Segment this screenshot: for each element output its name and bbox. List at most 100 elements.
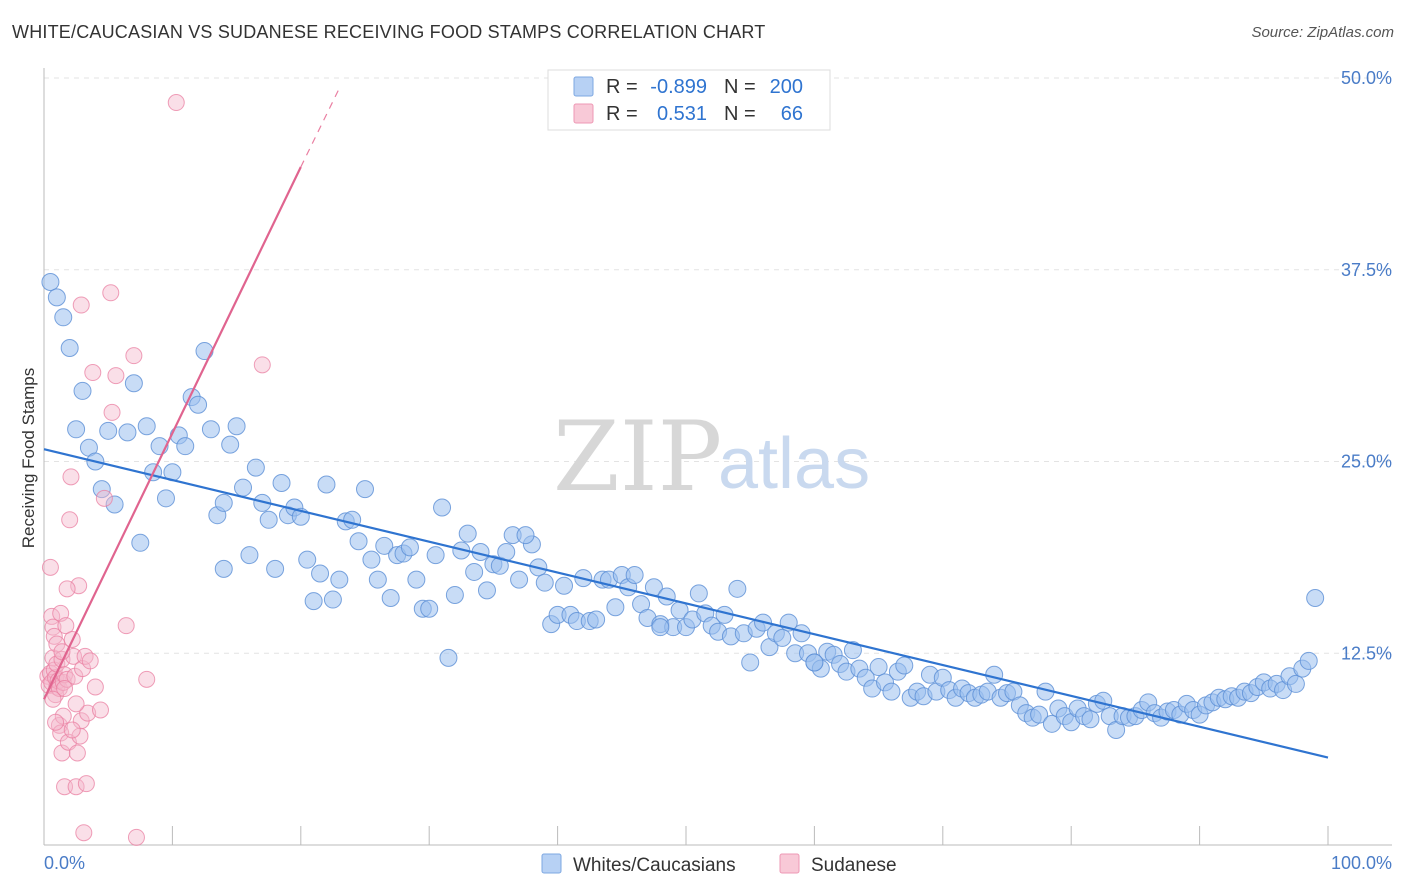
trend-line-sudanese (43, 166, 302, 700)
series-whites-points (41, 273, 1325, 739)
point-whites (266, 559, 285, 578)
source-label: Source: ZipAtlas.com (1251, 24, 1394, 41)
correlation-legend: R = -0.899 N = 200 R = 0.531 N = 66 (547, 69, 831, 131)
point-whites (323, 590, 342, 609)
legend-n-label-whites: N = (724, 76, 756, 98)
point-sudanese (62, 468, 80, 486)
point-sudanese (56, 778, 74, 796)
point-whites (420, 599, 439, 618)
point-whites (407, 570, 426, 589)
point-whites (73, 381, 92, 400)
point-sudanese (79, 704, 97, 722)
point-sudanese (76, 647, 94, 665)
legend-bottom-label-sudanese: Sudanese (811, 855, 897, 876)
watermark: ZIP atlas (553, 401, 870, 513)
y-tick-label: 37.5% (1341, 260, 1392, 280)
point-whites (555, 576, 574, 595)
point-whites (214, 559, 233, 578)
legend-r-value-sudanese: 0.531 (657, 103, 707, 125)
point-sudanese (102, 284, 120, 302)
point-whites (54, 308, 73, 327)
point-whites (349, 532, 368, 551)
legend-n-label-sudanese: N = (724, 103, 756, 125)
point-whites (651, 618, 670, 637)
point-whites (869, 658, 888, 677)
point-whites (304, 592, 323, 611)
point-sudanese (91, 701, 109, 719)
point-whites (426, 546, 445, 565)
point-whites (67, 420, 86, 439)
point-whites (214, 493, 233, 512)
point-whites (105, 495, 124, 514)
point-whites (773, 628, 792, 647)
point-whites (728, 579, 747, 598)
point-whites (587, 610, 606, 629)
point-whites (439, 648, 458, 667)
point-sudanese (68, 744, 86, 762)
point-whites (234, 478, 253, 497)
point-whites (1094, 691, 1113, 710)
point-whites (201, 420, 220, 439)
point-whites (137, 417, 156, 436)
point-whites (843, 641, 862, 660)
point-whites (741, 653, 760, 672)
point-sudanese (107, 367, 125, 385)
point-whites (510, 570, 529, 589)
chart-title: WHITE/CAUCASIAN VS SUDANESE RECEIVING FO… (12, 22, 766, 42)
series-sudanese-points (39, 94, 271, 846)
point-whites (41, 273, 60, 292)
point-whites (317, 475, 336, 494)
point-whites (477, 581, 496, 600)
point-sudanese (56, 680, 74, 698)
point-whites (535, 573, 554, 592)
point-sudanese (67, 695, 85, 713)
point-whites (1286, 674, 1305, 693)
point-whites (131, 533, 150, 552)
legend-bottom-swatch-sudanese (779, 853, 800, 874)
legend-r-label-whites: R = (606, 76, 638, 98)
point-sudanese (47, 713, 65, 731)
point-whites (298, 550, 317, 569)
point-whites (465, 562, 484, 581)
legend-r-label-sudanese: R = (606, 103, 638, 125)
y-tick-labels: 12.5% 25.0% 37.5% 50.0% (1341, 68, 1392, 663)
point-whites (362, 550, 381, 569)
legend-bottom-label-whites: Whites/Caucasians (573, 855, 736, 876)
point-whites (368, 570, 387, 589)
point-whites (689, 584, 708, 603)
point-whites (118, 423, 137, 442)
trend-line-whites (43, 448, 1329, 759)
point-sudanese (75, 824, 93, 842)
point-whites (1081, 710, 1100, 729)
point-sudanese (95, 489, 113, 507)
point-whites (272, 473, 291, 492)
point-whites (99, 421, 118, 440)
point-whites (311, 564, 330, 583)
x-axis-ticks (171, 826, 1329, 845)
point-whites (882, 682, 901, 701)
point-whites (606, 598, 625, 617)
point-sudanese (67, 778, 85, 796)
series-legend: Whites/Caucasians Sudanese (541, 853, 897, 876)
point-sudanese (44, 618, 62, 636)
legend-n-value-whites: 200 (770, 76, 803, 98)
point-sudanese (125, 347, 143, 365)
point-sudanese (253, 356, 271, 374)
point-sudanese (84, 364, 102, 382)
point-whites (400, 538, 419, 557)
point-sudanese (57, 617, 75, 635)
legend-box (547, 69, 831, 131)
point-whites (516, 526, 535, 545)
point-whites (895, 656, 914, 675)
point-whites (195, 342, 214, 361)
point-whites (330, 570, 349, 589)
point-whites (805, 653, 824, 672)
point-sudanese (58, 580, 76, 598)
point-whites (375, 536, 394, 555)
point-whites (356, 480, 374, 499)
point-whites (625, 566, 644, 585)
point-sudanese (41, 558, 59, 576)
point-whites (381, 589, 400, 608)
point-whites (433, 498, 452, 517)
